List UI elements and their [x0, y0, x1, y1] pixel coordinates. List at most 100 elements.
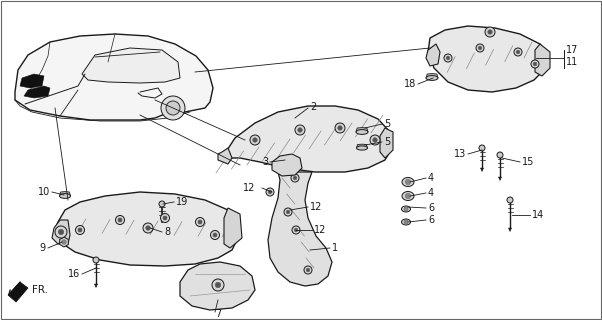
Circle shape: [216, 282, 221, 288]
Circle shape: [298, 128, 302, 132]
Circle shape: [514, 48, 522, 56]
Circle shape: [212, 279, 224, 291]
Polygon shape: [82, 48, 180, 83]
Text: 4: 4: [428, 173, 434, 183]
Circle shape: [146, 226, 150, 230]
Text: 4: 4: [428, 188, 434, 198]
Text: 10: 10: [38, 187, 50, 197]
Circle shape: [291, 174, 299, 182]
Circle shape: [516, 50, 520, 54]
Ellipse shape: [402, 219, 411, 225]
Circle shape: [488, 30, 492, 34]
Text: 2: 2: [310, 102, 316, 112]
Text: 3: 3: [262, 157, 268, 167]
Text: 8: 8: [164, 227, 170, 237]
Circle shape: [266, 188, 274, 196]
Circle shape: [404, 220, 408, 224]
Text: 12: 12: [243, 183, 255, 193]
Text: 6: 6: [428, 215, 434, 225]
Text: 9: 9: [40, 243, 46, 253]
Polygon shape: [224, 208, 242, 248]
Circle shape: [143, 223, 153, 233]
Circle shape: [198, 220, 202, 224]
Polygon shape: [15, 34, 213, 120]
Circle shape: [507, 197, 513, 203]
Circle shape: [166, 101, 180, 115]
Circle shape: [335, 123, 345, 133]
Circle shape: [533, 62, 537, 66]
Text: FR.: FR.: [32, 285, 48, 295]
Circle shape: [292, 226, 300, 234]
Circle shape: [268, 190, 272, 194]
Polygon shape: [20, 74, 44, 88]
Polygon shape: [428, 26, 548, 92]
Circle shape: [497, 152, 503, 158]
Ellipse shape: [402, 206, 411, 212]
Circle shape: [446, 56, 450, 60]
Ellipse shape: [60, 194, 70, 198]
Circle shape: [304, 266, 312, 274]
Circle shape: [293, 176, 297, 180]
Circle shape: [306, 268, 310, 272]
Circle shape: [55, 226, 67, 238]
Polygon shape: [498, 177, 501, 180]
Circle shape: [444, 54, 452, 62]
Text: 15: 15: [522, 157, 535, 167]
Circle shape: [211, 230, 220, 239]
Circle shape: [118, 218, 122, 222]
Polygon shape: [52, 220, 70, 244]
Text: 13: 13: [454, 149, 466, 159]
Polygon shape: [380, 128, 393, 158]
Text: 5: 5: [384, 119, 390, 129]
Circle shape: [58, 229, 64, 235]
Polygon shape: [480, 168, 483, 172]
Circle shape: [196, 218, 205, 227]
Circle shape: [485, 27, 495, 37]
Circle shape: [295, 125, 305, 135]
Circle shape: [93, 257, 99, 263]
Polygon shape: [180, 262, 255, 310]
Polygon shape: [268, 172, 332, 286]
Polygon shape: [426, 74, 438, 78]
Circle shape: [75, 226, 84, 235]
Circle shape: [478, 46, 482, 50]
Ellipse shape: [402, 191, 414, 201]
Text: 17: 17: [566, 45, 579, 55]
Circle shape: [406, 194, 411, 198]
Circle shape: [479, 145, 485, 151]
Text: 18: 18: [404, 79, 416, 89]
Polygon shape: [509, 228, 512, 231]
Polygon shape: [222, 106, 392, 172]
Circle shape: [294, 228, 298, 232]
Circle shape: [163, 216, 167, 220]
Polygon shape: [272, 154, 302, 176]
Circle shape: [404, 207, 408, 211]
Polygon shape: [8, 282, 28, 302]
Circle shape: [250, 135, 260, 145]
Circle shape: [213, 233, 217, 237]
Text: 6: 6: [428, 203, 434, 213]
Text: 7: 7: [215, 309, 221, 319]
Text: 16: 16: [68, 269, 80, 279]
Circle shape: [406, 180, 411, 185]
Circle shape: [370, 135, 380, 145]
Ellipse shape: [356, 130, 368, 134]
Polygon shape: [24, 86, 50, 98]
Polygon shape: [356, 128, 368, 132]
Circle shape: [476, 44, 484, 52]
Text: 14: 14: [532, 210, 544, 220]
Circle shape: [253, 138, 257, 142]
Text: 12: 12: [314, 225, 326, 235]
Circle shape: [161, 213, 170, 222]
Circle shape: [373, 138, 377, 142]
Ellipse shape: [426, 76, 438, 80]
Circle shape: [116, 215, 125, 225]
Ellipse shape: [356, 146, 367, 150]
Text: 5: 5: [384, 137, 390, 147]
Text: 19: 19: [176, 197, 188, 207]
Text: 1: 1: [332, 243, 338, 253]
Circle shape: [338, 126, 343, 130]
Polygon shape: [218, 148, 232, 164]
Polygon shape: [54, 192, 238, 266]
Text: 12: 12: [310, 202, 323, 212]
